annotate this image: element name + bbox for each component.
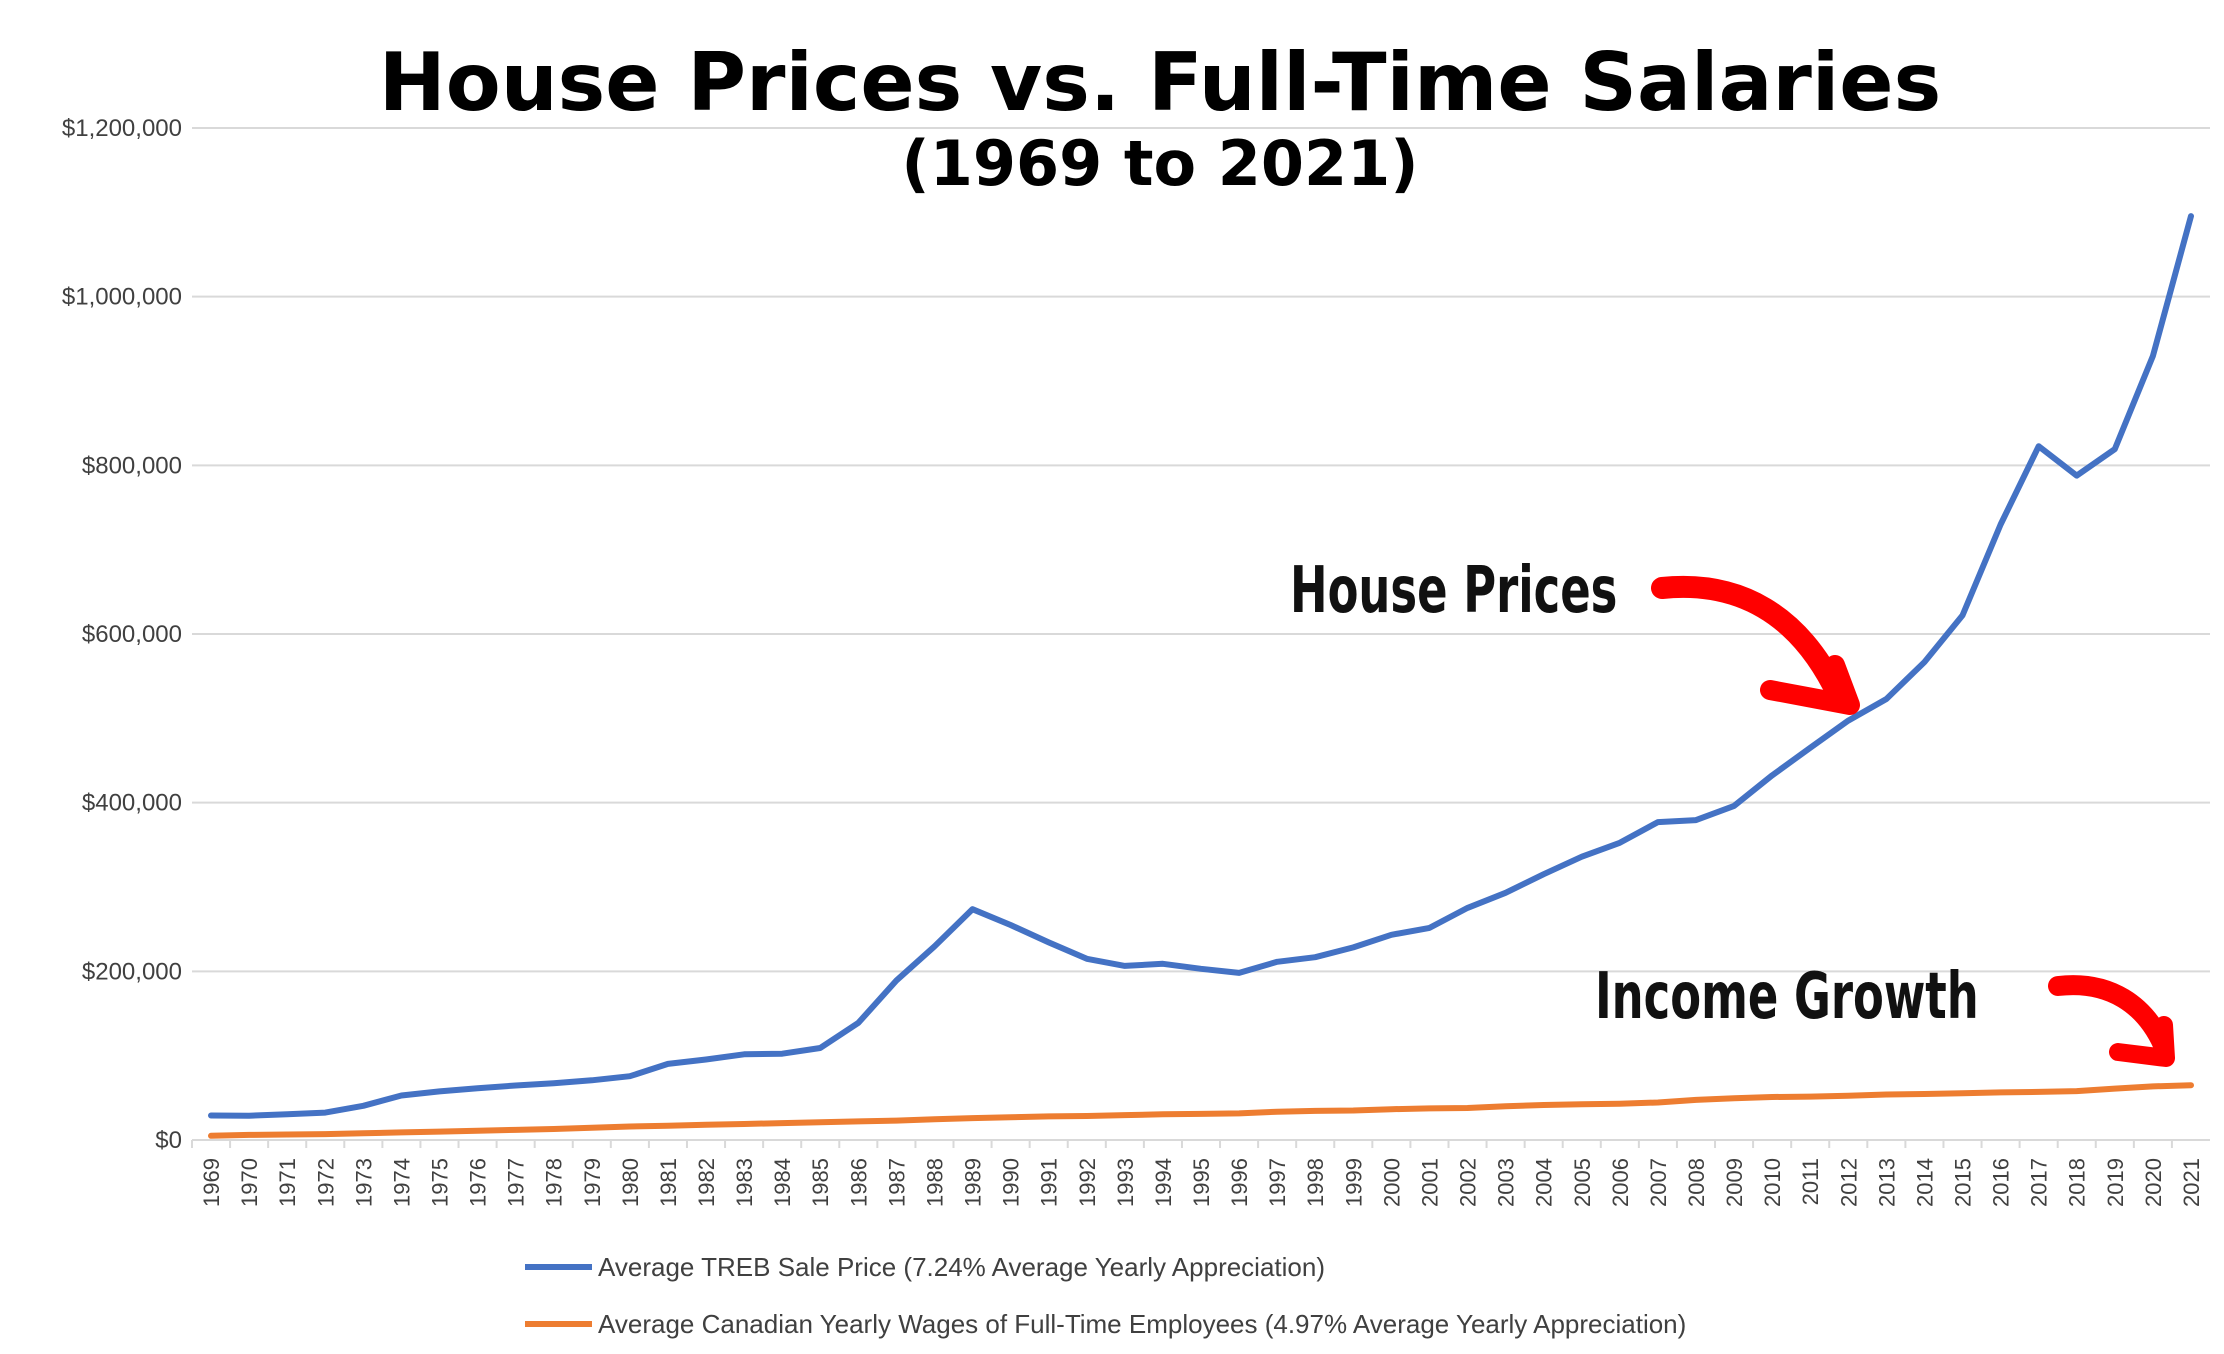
x-tick-label: 2001 bbox=[1417, 1158, 1442, 1207]
x-tick-label: 2010 bbox=[1760, 1158, 1785, 1207]
x-tick-label: 2016 bbox=[1989, 1158, 2014, 1207]
x-tick-label: 1975 bbox=[427, 1158, 452, 1207]
x-tick-label: 2008 bbox=[1684, 1158, 1709, 1207]
x-tick-label: 1994 bbox=[1151, 1158, 1176, 1207]
x-tick-label: 1985 bbox=[808, 1158, 833, 1207]
series-lines bbox=[208, 213, 2194, 1139]
legend-label-house-prices: Average TREB Sale Price (7.24% Average Y… bbox=[598, 1252, 1325, 1282]
x-tick-label: 2014 bbox=[1912, 1158, 1937, 1207]
house-prices-arrow-icon bbox=[1651, 576, 1849, 706]
x-tick-label: 1984 bbox=[770, 1158, 795, 1207]
x-tick-label: 1988 bbox=[922, 1158, 947, 1207]
x-tick-label: 1980 bbox=[618, 1158, 643, 1207]
y-tick-label: $800,000 bbox=[82, 452, 182, 479]
x-tick-label: 1990 bbox=[999, 1158, 1024, 1207]
x-tick-label: 1977 bbox=[504, 1158, 529, 1207]
y-tick-label: $400,000 bbox=[82, 790, 182, 817]
legend: Average TREB Sale Price (7.24% Average Y… bbox=[525, 1252, 1686, 1339]
x-tick-label: 2002 bbox=[1456, 1158, 1481, 1207]
x-tick-label: 2007 bbox=[1646, 1158, 1671, 1207]
x-tick-label: 1995 bbox=[1189, 1158, 1214, 1207]
x-tick-label: 2017 bbox=[2027, 1158, 2052, 1207]
chart-subtitle: (1969 to 2021) bbox=[901, 127, 1418, 200]
x-tick-label: 1981 bbox=[656, 1158, 681, 1207]
x-tick-label: 2021 bbox=[2179, 1158, 2204, 1207]
x-tick-label: 1970 bbox=[237, 1158, 262, 1207]
x-tick-label: 1999 bbox=[1341, 1158, 1366, 1207]
legend-item-house-prices: Average TREB Sale Price (7.24% Average Y… bbox=[525, 1252, 1325, 1282]
x-axis-ticks: 1969 1970 1971 1972 1973 1974 1975 1976 1977 1978… bbox=[191, 1140, 2204, 1207]
x-tick-label: 1993 bbox=[1113, 1158, 1138, 1207]
x-tick-label: 2011 bbox=[1798, 1158, 1823, 1205]
house-prices-arrowhead-icon bbox=[1760, 655, 1860, 715]
x-tick-label: 2005 bbox=[1570, 1158, 1595, 1207]
house-prices-annotation: House Prices bbox=[1290, 553, 1860, 715]
house-prices-label: House Prices bbox=[1290, 553, 1617, 628]
x-tick-label: 1987 bbox=[884, 1158, 909, 1207]
x-tick-label: 1972 bbox=[313, 1158, 338, 1207]
y-tick-label: $600,000 bbox=[82, 621, 182, 648]
x-tick-label: 2006 bbox=[1608, 1158, 1633, 1207]
x-tick-label: 1996 bbox=[1227, 1158, 1252, 1207]
gridlines bbox=[192, 127, 2210, 1141]
x-tick-label: 1986 bbox=[846, 1158, 871, 1207]
x-tick-label: 2009 bbox=[1722, 1158, 1747, 1207]
x-tick-label: 1976 bbox=[466, 1158, 491, 1207]
x-tick-label: 1978 bbox=[542, 1158, 567, 1207]
x-tick-label: 1991 bbox=[1037, 1158, 1062, 1207]
x-tick-label: 1992 bbox=[1075, 1158, 1100, 1207]
x-tick-label: 2000 bbox=[1379, 1158, 1404, 1207]
income-growth-label: Income Growth bbox=[1595, 959, 1979, 1034]
y-tick-label: $1,000,000 bbox=[62, 284, 182, 311]
x-tick-label: 1983 bbox=[732, 1158, 757, 1207]
legend-item-wages: Average Canadian Yearly Wages of Full-Ti… bbox=[525, 1309, 1686, 1339]
y-tick-label: $200,000 bbox=[82, 958, 182, 985]
x-tick-label: 1969 bbox=[199, 1158, 224, 1207]
y-axis-ticks: $0 $200,000 $400,000 $600,000 $800,000 $1,000… bbox=[62, 115, 182, 1154]
x-tick-label: 2004 bbox=[1532, 1158, 1557, 1207]
x-tick-label: 1973 bbox=[351, 1158, 376, 1207]
x-tick-label: 1971 bbox=[275, 1158, 300, 1207]
x-tick-label: 2013 bbox=[1874, 1158, 1899, 1207]
x-tick-label: 1989 bbox=[961, 1158, 986, 1207]
chart-title: House Prices vs. Full-Time Salaries bbox=[379, 36, 1941, 129]
x-tick-label: 2019 bbox=[2103, 1158, 2128, 1207]
legend-label-wages: Average Canadian Yearly Wages of Full-Ti… bbox=[598, 1309, 1686, 1339]
x-tick-label: 1982 bbox=[694, 1158, 719, 1207]
income-growth-arrowhead-icon bbox=[2109, 1016, 2175, 1067]
x-tick-label: 2020 bbox=[2141, 1158, 2166, 1207]
income-growth-annotation: Income Growth bbox=[1595, 959, 2175, 1067]
x-tick-label: 2015 bbox=[1951, 1158, 1976, 1207]
x-tick-label: 2012 bbox=[1836, 1158, 1861, 1207]
series-line-wages bbox=[208, 1082, 2194, 1139]
y-tick-label: $1,200,000 bbox=[62, 115, 182, 142]
x-tick-label: 1997 bbox=[1265, 1158, 1290, 1207]
x-tick-label: 2018 bbox=[2065, 1158, 2090, 1207]
x-tick-label: 1998 bbox=[1303, 1158, 1328, 1207]
income-growth-arrow-icon bbox=[2048, 975, 2173, 1055]
x-tick-label: 1974 bbox=[389, 1158, 414, 1207]
x-tick-label: 1979 bbox=[580, 1158, 605, 1207]
series-line-house-prices bbox=[208, 213, 2194, 1119]
x-tick-label: 2003 bbox=[1494, 1158, 1519, 1207]
y-tick-label: $0 bbox=[155, 1127, 182, 1154]
